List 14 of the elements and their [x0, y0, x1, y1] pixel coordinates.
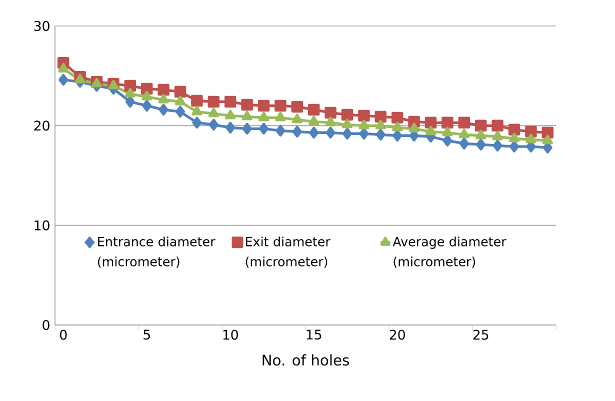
x-tick-label: 15 [306, 330, 322, 340]
y-tick-label: 10 [34, 220, 50, 230]
y-tick-label: 20 [34, 120, 50, 131]
x-tick-label: 25 [473, 330, 488, 340]
x-axis-title: No. of holes [262, 354, 349, 366]
x-tick-label: 10 [223, 330, 238, 340]
y-tick-label: 0 [42, 320, 50, 330]
x-tick-label: 0 [60, 330, 67, 340]
x-tick-label: 5 [144, 330, 150, 340]
y-tick-label: 30 [34, 20, 50, 32]
legend-label: Average diameter (micrometer) [392, 236, 506, 268]
legend-label: Entrance diameter (micrometer) [98, 236, 216, 268]
legend-label: Exit diameter (micrometer) [246, 236, 330, 268]
x-tick-label: 20 [390, 330, 405, 340]
